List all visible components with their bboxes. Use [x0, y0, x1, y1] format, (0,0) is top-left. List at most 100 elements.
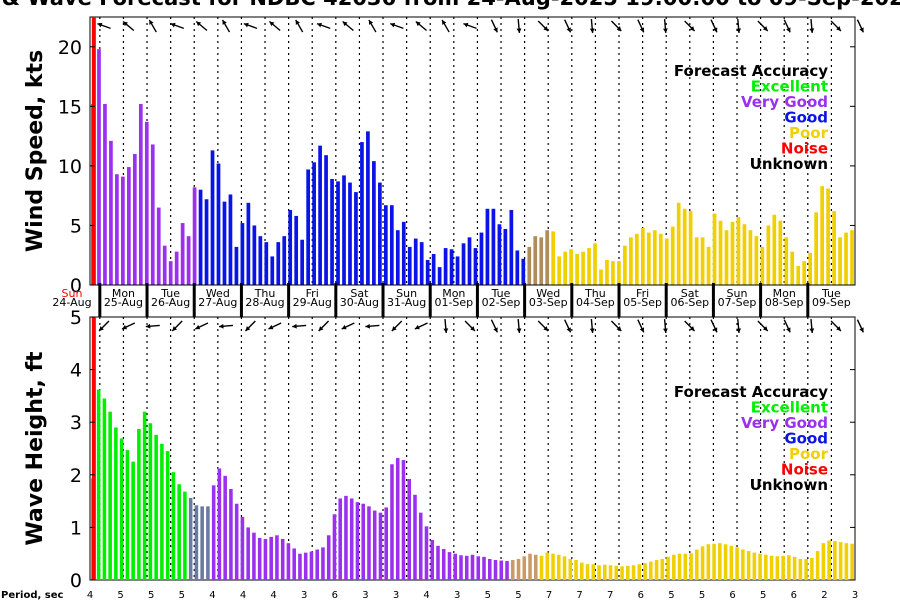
wind-bar [706, 246, 711, 285]
direction-arrow-head [689, 26, 695, 31]
y-tick-label: 10 [58, 156, 82, 178]
y-tick-label: 4 [70, 360, 82, 382]
wave-bar [729, 545, 734, 580]
wave-bar [493, 560, 498, 580]
wind-bar [515, 250, 520, 285]
period-axis: Period, sec 4 5 5 5 4 4 4 3 6 3 3 4 3 5 5 7 7 7 6 5 5 6 5 6 2 3 [1, 590, 858, 600]
wind-bar [844, 232, 848, 285]
wind-bar [718, 220, 723, 285]
day-name: Wed [536, 287, 560, 300]
wind-bar [246, 202, 251, 285]
wind-bar [497, 224, 502, 285]
wind-bar [294, 215, 299, 285]
direction-arrow-head [414, 324, 420, 330]
wave-bar [252, 532, 256, 580]
wave-bar [407, 479, 412, 580]
wind-bar [431, 254, 436, 285]
wind-bar [240, 223, 245, 285]
wind-bar [730, 221, 735, 285]
wind-bar [455, 256, 460, 285]
wave-bar [735, 547, 739, 580]
day-date: 02-Sep [482, 296, 521, 309]
period-value: 5 [699, 590, 705, 600]
day-name: Fri [306, 287, 319, 300]
direction-arrow-head [543, 26, 549, 31]
period-value: 5 [485, 590, 491, 600]
wind-bar [599, 269, 603, 285]
wave-bar [361, 503, 365, 580]
wave-bar [643, 563, 647, 580]
wave-bar [649, 561, 653, 580]
period-value: 3 [301, 590, 307, 600]
wind-bar [401, 221, 406, 285]
wind-bar [611, 261, 615, 285]
day-name: Tue [821, 287, 841, 300]
wave-bar [689, 553, 693, 580]
wave-bar [810, 557, 814, 580]
day-date: 07-Sep [718, 296, 757, 309]
legend-entry: Very Good [741, 414, 828, 432]
direction-arrow-head [589, 28, 595, 33]
wind-bar [850, 230, 854, 285]
legend-entry: Unknown [750, 155, 828, 173]
day-name: Sun [62, 287, 83, 300]
wind-bar [754, 236, 759, 285]
direction-arrow-head [493, 327, 498, 333]
direction-arrow-head [317, 22, 322, 28]
legend-entry: Excellent [751, 78, 828, 96]
wind-bar [109, 140, 113, 285]
direction-arrow-head [736, 328, 742, 333]
wind-bar [473, 248, 478, 285]
wind-bar [694, 237, 699, 285]
wave-bar [614, 565, 619, 580]
wind-bar [820, 186, 824, 285]
wave-bar [821, 543, 826, 580]
wind-bar [742, 224, 747, 285]
wave-bar [712, 543, 716, 580]
direction-arrow-head [566, 27, 571, 33]
wind-bar [760, 246, 765, 285]
period-value: 5 [117, 590, 123, 600]
period-value: 3 [362, 590, 368, 600]
wave-bar [746, 551, 751, 580]
wind-bar [593, 243, 597, 285]
wave-bar [608, 565, 613, 580]
wave-bar [654, 560, 659, 580]
day-name: Sat [681, 287, 700, 300]
direction-arrow-head [99, 326, 104, 331]
wave-bar [585, 564, 590, 580]
wind-bar [443, 248, 448, 285]
wind-bar [288, 209, 293, 285]
direction-arrow-head [368, 19, 374, 25]
direction-arrow-head [543, 326, 549, 331]
period-axis-label: Period, sec [1, 590, 64, 600]
direction-arrow-head [463, 22, 469, 28]
day-separator [239, 283, 243, 317]
wave-bar [165, 451, 170, 580]
wave-bar [315, 549, 319, 580]
wave-bar [603, 564, 607, 580]
wind-bar [330, 178, 334, 285]
wind-bar [282, 236, 287, 285]
wave-bar [223, 475, 227, 580]
period-value: 4 [209, 590, 215, 600]
wave-bar [177, 484, 181, 580]
wind-bar [174, 251, 179, 285]
wave-bar [551, 553, 555, 580]
day-name: Mon [773, 287, 796, 300]
wave-bar [769, 555, 774, 580]
day-date: 05-Sep [623, 296, 662, 309]
wave-bar [792, 556, 797, 580]
direction-arrow-head [342, 21, 348, 27]
direction-arrow-head [786, 27, 791, 33]
period-value: 7 [607, 590, 613, 600]
wave-bar [482, 556, 486, 580]
wave-bar [114, 427, 118, 580]
wind-bar [228, 194, 233, 285]
day-separator [664, 283, 668, 317]
wind-bar [168, 261, 173, 285]
day-date: 27-Aug [198, 296, 237, 309]
direction-arrow-head [736, 28, 742, 33]
wave-bar [188, 497, 193, 580]
legend-entry: Poor [789, 124, 829, 142]
